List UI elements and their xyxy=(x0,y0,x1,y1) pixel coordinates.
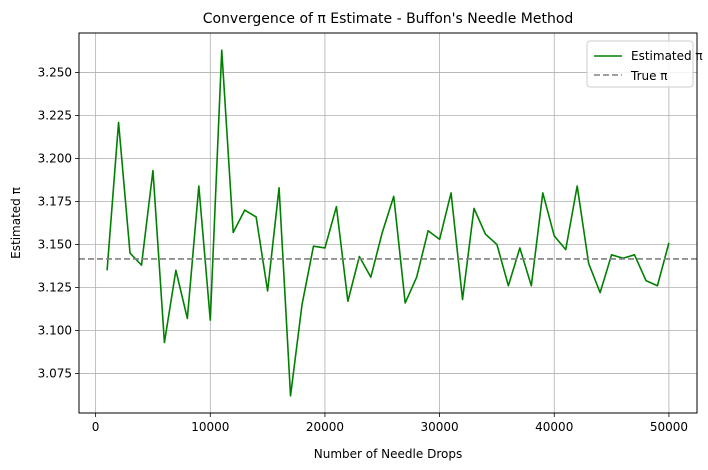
x-tick-label: 30000 xyxy=(421,420,459,434)
estimated-pi-series-line xyxy=(106,49,670,397)
y-tick-label: 3.100 xyxy=(38,323,72,337)
y-axis-ticks: 3.075 3.100 3.125 3.150 3.175 3.200 3.225 3.250 xyxy=(38,66,79,380)
y-axis-label: Estimated π xyxy=(9,187,23,259)
y-tick-label: 3.225 xyxy=(38,109,72,123)
y-tick-label: 3.075 xyxy=(38,366,72,380)
x-tick-label: 0 xyxy=(92,420,100,434)
x-tick-label: 50000 xyxy=(650,420,688,434)
legend-label-estimated-pi: Estimated π xyxy=(631,49,703,63)
x-axis-label: Number of Needle Drops xyxy=(314,447,462,461)
x-tick-label: 20000 xyxy=(306,420,344,434)
legend: Estimated π True π xyxy=(586,40,703,88)
series-layer xyxy=(79,49,697,397)
chart-title: Convergence of π Estimate - Buffon's Nee… xyxy=(203,11,574,27)
y-tick-label: 3.175 xyxy=(38,195,72,209)
x-axis-ticks: 0 10000 20000 30000 40000 50000 xyxy=(92,413,688,434)
legend-label-true-pi: True π xyxy=(630,69,668,83)
grid xyxy=(79,33,697,413)
y-tick-label: 3.200 xyxy=(38,152,72,166)
y-tick-label: 3.150 xyxy=(38,237,72,251)
plot-frame xyxy=(78,32,698,414)
x-tick-label: 40000 xyxy=(535,420,573,434)
y-tick-label: 3.250 xyxy=(38,66,72,80)
x-tick-label: 10000 xyxy=(191,420,229,434)
y-tick-label: 3.125 xyxy=(38,280,72,294)
